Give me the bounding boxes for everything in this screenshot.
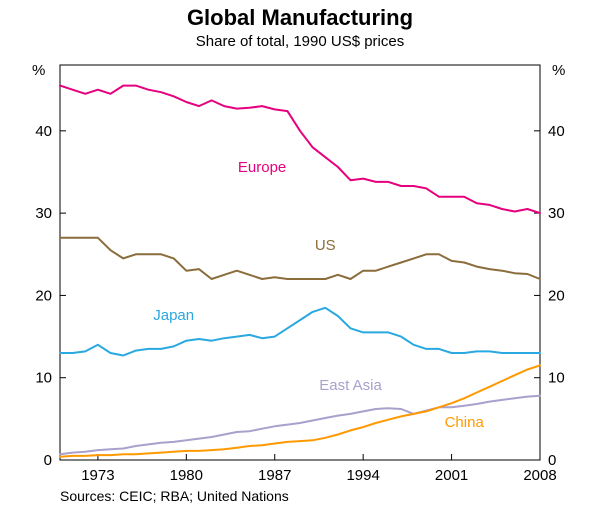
global-manufacturing-chart: Global Manufacturing Share of total, 1990… xyxy=(0,0,600,513)
x-tick-label: 1980 xyxy=(170,467,203,484)
y-tick-label-left: 0 xyxy=(44,452,52,469)
x-tick-label: 2008 xyxy=(523,467,556,484)
y-tick-label-left: 40 xyxy=(35,123,52,140)
y-tick-label-left: 20 xyxy=(35,287,52,304)
series-label-japan: Japan xyxy=(153,307,194,324)
series-label-us: US xyxy=(315,237,336,254)
y-axis-unit-left: % xyxy=(32,62,45,79)
x-tick-label: 1973 xyxy=(81,467,114,484)
y-tick-label-right: 40 xyxy=(548,123,565,140)
series-label-east-asia: East Asia xyxy=(319,377,382,394)
x-tick-label: 1994 xyxy=(346,467,379,484)
x-tick-label: 1987 xyxy=(258,467,291,484)
chart-title: Global Manufacturing xyxy=(187,5,413,30)
chart-subtitle: Share of total, 1990 US$ prices xyxy=(196,33,404,50)
y-tick-label-left: 10 xyxy=(35,370,52,387)
chart-sources: Sources: CEIC; RBA; United Nations xyxy=(60,488,289,504)
y-axis-unit-right: % xyxy=(552,62,565,79)
x-tick-label: 2001 xyxy=(435,467,468,484)
y-tick-label-right: 20 xyxy=(548,287,565,304)
y-tick-label-right: 30 xyxy=(548,205,565,222)
series-label-europe: Europe xyxy=(238,159,286,176)
y-tick-label-right: 10 xyxy=(548,370,565,387)
y-tick-label-left: 30 xyxy=(35,205,52,222)
series-label-china: China xyxy=(445,414,485,431)
